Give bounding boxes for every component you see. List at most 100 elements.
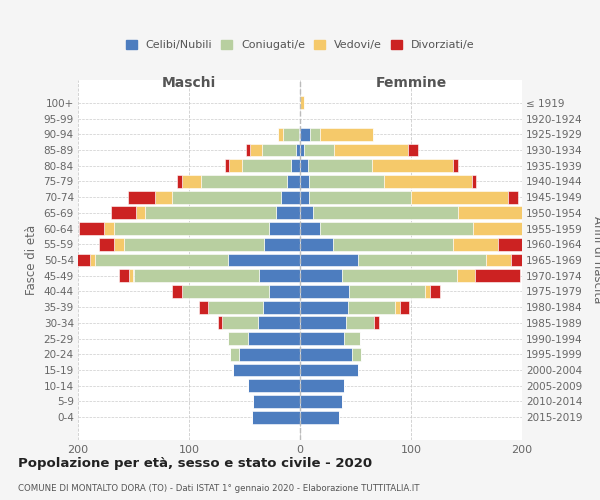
Bar [278,128,283,140]
Bar [136,206,145,220]
Bar [124,238,265,250]
Bar [539,206,563,220]
Bar [453,238,497,250]
Bar [265,238,300,250]
Bar [457,270,475,282]
Bar [300,332,344,345]
Bar [258,316,300,330]
Bar [119,270,129,282]
Bar [95,254,228,266]
Bar [300,285,349,298]
Bar [269,285,300,298]
Bar [99,238,113,250]
Text: Popolazione per età, sesso e stato civile - 2020: Popolazione per età, sesso e stato civil… [18,458,372,470]
Legend: Celibi/Nubili, Coniugati/e, Vedovi/e, Divorziati/e: Celibi/Nubili, Coniugati/e, Vedovi/e, Di… [121,35,479,54]
Bar [334,238,453,250]
Bar [104,222,113,235]
Bar [458,206,539,220]
Bar [374,316,379,330]
Bar [172,285,182,298]
Bar [344,332,360,345]
Bar [233,364,300,376]
Bar [320,222,473,235]
Bar [300,175,309,188]
Bar [511,254,583,266]
Bar [128,190,155,203]
Bar [252,410,300,424]
Bar [300,316,346,330]
Bar [263,300,300,314]
Bar [299,128,300,140]
Bar [224,159,229,172]
Bar [475,270,520,282]
Bar [304,144,334,156]
Bar [300,270,342,282]
Bar [245,144,250,156]
Text: COMUNE DI MONTALTO DORA (TO) - Dati ISTAT 1° gennaio 2020 - Elaborazione TUTTITA: COMUNE DI MONTALTO DORA (TO) - Dati ISTA… [18,484,419,493]
Bar [291,159,300,172]
Bar [283,128,299,140]
Bar [309,190,411,203]
Bar [228,254,300,266]
Bar [395,300,400,314]
Bar [342,270,457,282]
Bar [300,238,334,250]
Bar [259,270,300,282]
Bar [309,175,385,188]
Bar [262,144,296,156]
Bar [43,254,90,266]
Text: Femmine: Femmine [376,76,446,90]
Bar [172,190,281,203]
Bar [287,175,300,188]
Bar [497,238,560,250]
Bar [300,222,320,235]
Bar [275,206,300,220]
Bar [112,206,136,220]
Bar [310,128,320,140]
Bar [300,206,313,220]
Bar [300,348,352,361]
Bar [300,380,344,392]
Bar [228,332,248,345]
Bar [300,190,309,203]
Bar [508,190,518,203]
Bar [145,206,275,220]
Bar [352,348,361,361]
Bar [473,222,531,235]
Bar [253,395,300,408]
Bar [300,300,348,314]
Bar [229,159,242,172]
Bar [349,285,425,298]
Bar [487,254,511,266]
Bar [155,190,172,203]
Bar [129,270,133,282]
Bar [430,285,440,298]
Bar [113,222,269,235]
Bar [113,238,124,250]
Bar [320,128,373,140]
Bar [208,300,263,314]
Bar [296,144,300,156]
Text: Maschi: Maschi [162,76,216,90]
Bar [222,316,258,330]
Bar [218,316,223,330]
Bar [372,159,453,172]
Bar [385,175,472,188]
Bar [250,144,262,156]
Y-axis label: Fasce di età: Fasce di età [25,225,38,295]
Bar [300,254,358,266]
Bar [133,270,259,282]
Bar [248,380,300,392]
Bar [300,128,310,140]
Bar [182,175,201,188]
Bar [239,348,300,361]
Bar [79,222,104,235]
Bar [400,300,409,314]
Bar [453,159,458,172]
Bar [472,175,476,188]
Bar [242,159,291,172]
Bar [313,206,458,220]
Bar [201,175,287,188]
Bar [90,254,95,266]
Bar [300,395,342,408]
